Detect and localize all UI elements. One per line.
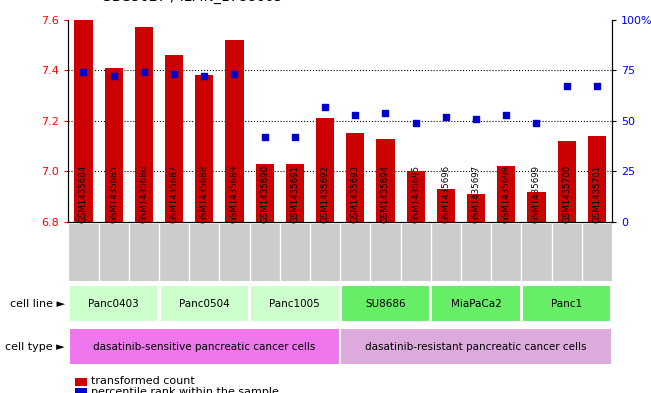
Bar — [74, 20, 92, 222]
Text: Panc0504: Panc0504 — [179, 299, 230, 309]
Bar — [340, 285, 430, 322]
Bar — [432, 285, 521, 322]
Bar — [557, 141, 575, 222]
Bar — [407, 171, 424, 222]
Bar — [340, 328, 612, 365]
Point — [531, 120, 542, 126]
Text: MiaPaCa2: MiaPaCa2 — [450, 299, 501, 309]
Point — [109, 73, 119, 79]
Bar — [68, 328, 340, 365]
Text: cell type ►: cell type ► — [5, 342, 65, 352]
Bar — [195, 75, 214, 222]
Bar — [135, 27, 153, 222]
Point — [260, 134, 270, 140]
Point — [139, 69, 149, 75]
Bar — [316, 118, 334, 222]
Point — [290, 134, 300, 140]
Bar — [286, 164, 304, 222]
Text: cell line ►: cell line ► — [10, 299, 65, 309]
Text: Panc1: Panc1 — [551, 299, 582, 309]
Bar — [250, 285, 340, 322]
Point — [471, 116, 481, 122]
Bar — [376, 139, 395, 222]
Bar — [588, 136, 606, 222]
Bar — [159, 285, 249, 322]
Point — [501, 112, 512, 118]
Point — [561, 83, 572, 90]
Text: SU8686: SU8686 — [365, 299, 406, 309]
Bar — [527, 192, 546, 222]
Text: GDS5627 / ILMN_1788605: GDS5627 / ILMN_1788605 — [101, 0, 283, 4]
Point — [169, 71, 179, 77]
Bar — [165, 55, 183, 222]
Point — [410, 120, 421, 126]
Text: dasatinib-sensitive pancreatic cancer cells: dasatinib-sensitive pancreatic cancer ce… — [93, 342, 316, 352]
Point — [441, 114, 451, 120]
Point — [350, 112, 361, 118]
Text: Panc1005: Panc1005 — [270, 299, 320, 309]
Bar — [467, 194, 485, 222]
Bar — [225, 40, 243, 222]
Bar — [105, 68, 122, 222]
Text: transformed count: transformed count — [91, 376, 195, 386]
Bar — [522, 285, 611, 322]
Point — [78, 69, 89, 75]
Text: dasatinib-resistant pancreatic cancer cells: dasatinib-resistant pancreatic cancer ce… — [365, 342, 587, 352]
Text: Panc0403: Panc0403 — [89, 299, 139, 309]
Point — [199, 73, 210, 79]
Point — [229, 71, 240, 77]
Bar — [256, 164, 273, 222]
Bar — [69, 285, 158, 322]
Point — [320, 103, 330, 110]
Bar — [437, 189, 455, 222]
Point — [592, 83, 602, 90]
Bar — [497, 166, 516, 222]
Bar — [346, 134, 365, 222]
Point — [380, 110, 391, 116]
Text: percentile rank within the sample: percentile rank within the sample — [91, 387, 279, 393]
